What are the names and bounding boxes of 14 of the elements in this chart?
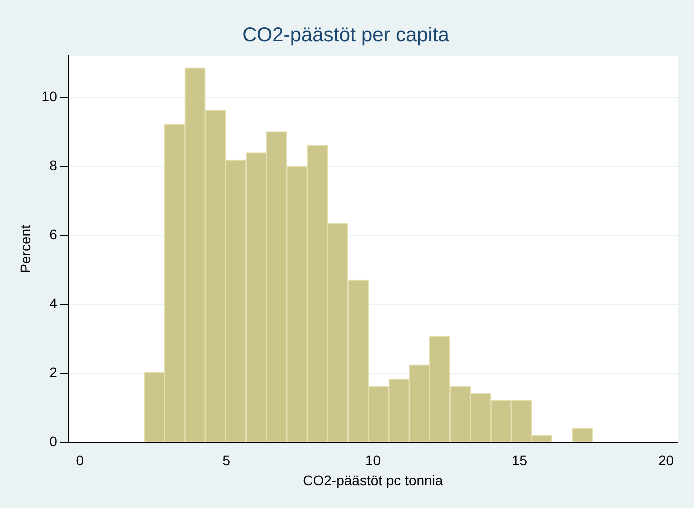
chart-title: CO2-päästöt per capita [242, 24, 450, 47]
y-tick-label: 2 [50, 364, 58, 380]
x-tick-label: 10 [365, 452, 382, 469]
y-axis-title: Percent [17, 224, 34, 274]
y-tick-label: 0 [50, 433, 58, 450]
x-tick-label: 0 [76, 452, 84, 469]
x-tick-label: 15 [512, 452, 528, 469]
y-tick-label: 10 [42, 88, 58, 104]
x-tick-label: 20 [658, 452, 674, 469]
x-axis-title: CO2-päästöt pc tonnia [303, 472, 444, 488]
y-tick-label: 8 [50, 157, 58, 174]
y-tick-label: 4 [50, 295, 58, 312]
x-tick-label: 5 [222, 452, 231, 469]
y-tick-label: 6 [50, 226, 58, 242]
